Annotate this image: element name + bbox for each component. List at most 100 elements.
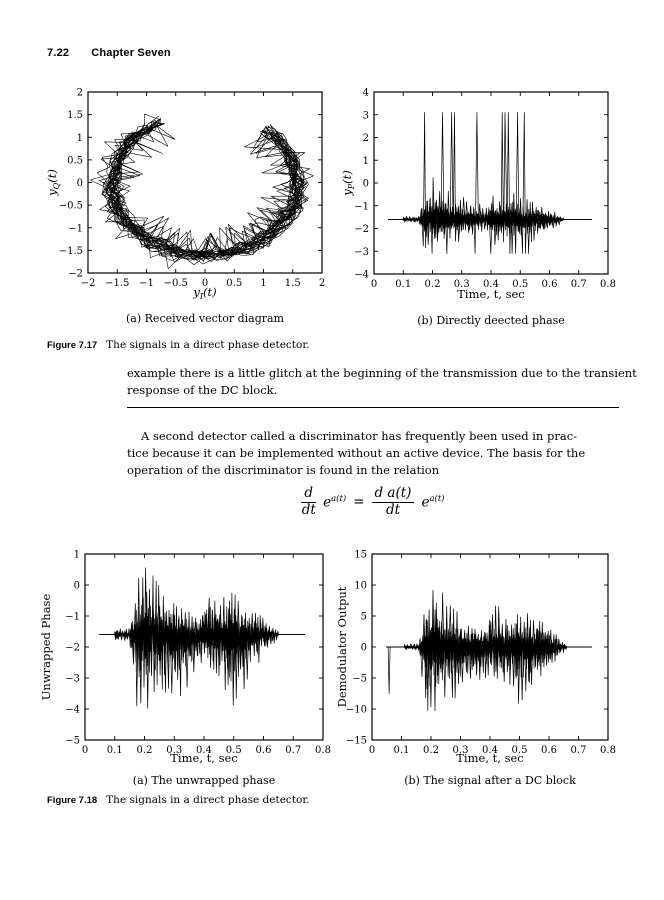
- svg-text:0.5: 0.5: [512, 279, 528, 290]
- svg-text:0: 0: [361, 643, 367, 654]
- page-header: 7.22 Chapter Seven: [47, 47, 171, 59]
- subcaption-a-718: (a) The unwrapped phase: [132, 774, 276, 787]
- svg-text:15: 15: [354, 550, 367, 561]
- svg-text:0.3: 0.3: [454, 279, 470, 290]
- subcaption-b-717: (b) Directly deected phase: [417, 314, 565, 327]
- received-vector-diagram-figure: −2 −1.5 −1 −0.5 0 0.5 1 1.5 2 −2 −1.5 −1 −0.5 0 0.5 1 1.…: [40, 84, 332, 334]
- figure-717-caption: Figure 7.17 The signals in a direct phase…: [47, 339, 310, 351]
- svg-text:−5: −5: [65, 736, 80, 747]
- exp-term-right: ea(t): [421, 493, 445, 511]
- svg-text:0.8: 0.8: [600, 279, 616, 290]
- svg-text:0: 0: [202, 278, 208, 289]
- svg-text:0.8: 0.8: [315, 745, 331, 756]
- svg-text:−0.5: −0.5: [164, 278, 188, 289]
- paragraph-2-line-3: operation of the discriminator is found …: [127, 463, 440, 477]
- svg-text:yQ(t): yQ(t): [45, 169, 61, 197]
- fraction-dadt: d a(t) dt: [371, 485, 415, 518]
- svg-text:1: 1: [74, 550, 80, 561]
- svg-text:0: 0: [369, 745, 375, 756]
- svg-text:0.2: 0.2: [423, 745, 439, 756]
- svg-text:−2: −2: [354, 224, 369, 235]
- svg-text:0: 0: [74, 581, 80, 592]
- svg-text:0: 0: [82, 745, 88, 756]
- figure-718-caption: Figure 7.18 The signals in a direct phase…: [47, 794, 310, 806]
- svg-text:0: 0: [371, 279, 377, 290]
- svg-text:−1: −1: [139, 278, 154, 289]
- svg-text:0.7: 0.7: [285, 745, 301, 756]
- svg-text:0.1: 0.1: [394, 745, 410, 756]
- svg-text:1.5: 1.5: [285, 278, 301, 289]
- fraction-d-dt: d dt: [301, 485, 317, 518]
- svg-text:3: 3: [363, 110, 369, 121]
- svg-text:yI(t): yI(t): [192, 285, 216, 301]
- svg-text:1: 1: [77, 133, 83, 144]
- svg-text:−4: −4: [354, 270, 369, 281]
- svg-text:−15: −15: [346, 736, 367, 747]
- figure-717-text: The signals in a direct phase detector.: [106, 339, 310, 351]
- paragraph-2-line-2: tice because it can be implemented witho…: [127, 446, 586, 460]
- subcaption-a-717: (a) Received vector diagram: [126, 312, 284, 325]
- svg-text:Time, t, sec: Time, t, sec: [456, 751, 523, 765]
- svg-text:0.5: 0.5: [226, 745, 242, 756]
- paragraph-2: A second detector called a discriminator…: [127, 428, 621, 479]
- svg-text:0: 0: [77, 178, 83, 189]
- paragraph-2-line-1: A second detector called a discriminator…: [141, 429, 578, 443]
- svg-text:0.3: 0.3: [453, 745, 469, 756]
- demodulator-output-plot: 0 0.1 0.2 0.3 0.4 0.5 0.6 0.7 0.8 15 10 5 0 −5 −10 −15 T…: [335, 550, 616, 766]
- demodulator-output-figure: 0 0.1 0.2 0.3 0.4 0.5 0.6 0.7 0.8 15 10 5 0 −5 −10 −15 T…: [330, 548, 626, 788]
- svg-text:0.7: 0.7: [571, 279, 587, 290]
- svg-text:−10: −10: [346, 705, 367, 716]
- figure-718-text: The signals in a direct phase detector.: [106, 794, 310, 806]
- svg-text:0.4: 0.4: [482, 745, 498, 756]
- svg-text:2: 2: [319, 278, 325, 289]
- svg-text:4: 4: [363, 88, 369, 99]
- svg-text:−1.5: −1.5: [59, 246, 83, 257]
- svg-text:0.3: 0.3: [166, 745, 182, 756]
- svg-text:1: 1: [260, 278, 266, 289]
- svg-text:−1: −1: [65, 612, 80, 623]
- svg-text:−5: −5: [352, 674, 367, 685]
- paragraph-1: example there is a little glitch at the …: [127, 365, 637, 399]
- subcaption-b-718: (b) The signal after a DC block: [404, 774, 576, 787]
- equals-sign: =: [353, 494, 365, 511]
- svg-text:−1: −1: [354, 201, 369, 212]
- figure-717-label: Figure 7.17: [47, 340, 98, 351]
- detected-phase-plot: 0 0.1 0.2 0.3 0.4 0.5 0.6 0.7 0.8 4 3 2 1 0 −1 −2 −3 −4 Ti…: [340, 88, 616, 302]
- svg-text:−4: −4: [65, 705, 80, 716]
- svg-text:0.2: 0.2: [425, 279, 441, 290]
- exp-term-left: ea(t): [323, 493, 347, 511]
- section-divider: [127, 407, 619, 408]
- svg-text:−2: −2: [65, 643, 80, 654]
- svg-text:0.8: 0.8: [600, 745, 616, 756]
- svg-text:0.6: 0.6: [541, 745, 557, 756]
- figure-718-label: Figure 7.18: [47, 795, 98, 806]
- unwrapped-phase-plot: 0 0.1 0.2 0.3 0.4 0.5 0.6 0.7 0.8 1 0 −1 −2 −3 −4 −5 Tim…: [39, 550, 331, 766]
- svg-text:0.6: 0.6: [256, 745, 272, 756]
- page-number: 7.22: [47, 47, 70, 59]
- svg-text:1.5: 1.5: [67, 110, 83, 121]
- svg-text:Time, t, sec: Time, t, sec: [170, 751, 237, 765]
- svg-text:yP(t): yP(t): [340, 170, 356, 197]
- svg-text:5: 5: [361, 612, 367, 623]
- svg-text:−3: −3: [354, 247, 369, 258]
- svg-text:−0.5: −0.5: [59, 201, 83, 212]
- svg-text:0.5: 0.5: [512, 745, 528, 756]
- svg-text:−1: −1: [68, 223, 83, 234]
- svg-text:0.4: 0.4: [196, 745, 212, 756]
- unwrapped-phase-figure: 0 0.1 0.2 0.3 0.4 0.5 0.6 0.7 0.8 1 0 −1 −2 −3 −4 −5 Tim…: [38, 548, 334, 788]
- svg-text:0.5: 0.5: [67, 155, 83, 166]
- svg-text:Demodulator Output: Demodulator Output: [335, 586, 349, 707]
- received-vector-diagram-plot: −2 −1.5 −1 −0.5 0 0.5 1 1.5 2 −2 −1.5 −1 −0.5 0 0.5 1 1.…: [45, 88, 325, 302]
- svg-text:0.1: 0.1: [107, 745, 123, 756]
- detected-phase-figure: 0 0.1 0.2 0.3 0.4 0.5 0.6 0.7 0.8 4 3 2 1 0 −1 −2 −3 −4 Ti…: [336, 84, 628, 334]
- svg-text:0.4: 0.4: [483, 279, 499, 290]
- svg-text:0.6: 0.6: [542, 279, 558, 290]
- svg-text:Time, t, sec: Time, t, sec: [457, 287, 524, 301]
- svg-text:0.2: 0.2: [137, 745, 153, 756]
- svg-text:−2: −2: [81, 278, 96, 289]
- svg-text:−2: −2: [68, 269, 83, 280]
- chapter-title: Chapter Seven: [91, 47, 171, 59]
- svg-text:−3: −3: [65, 674, 80, 685]
- svg-text:0.1: 0.1: [395, 279, 411, 290]
